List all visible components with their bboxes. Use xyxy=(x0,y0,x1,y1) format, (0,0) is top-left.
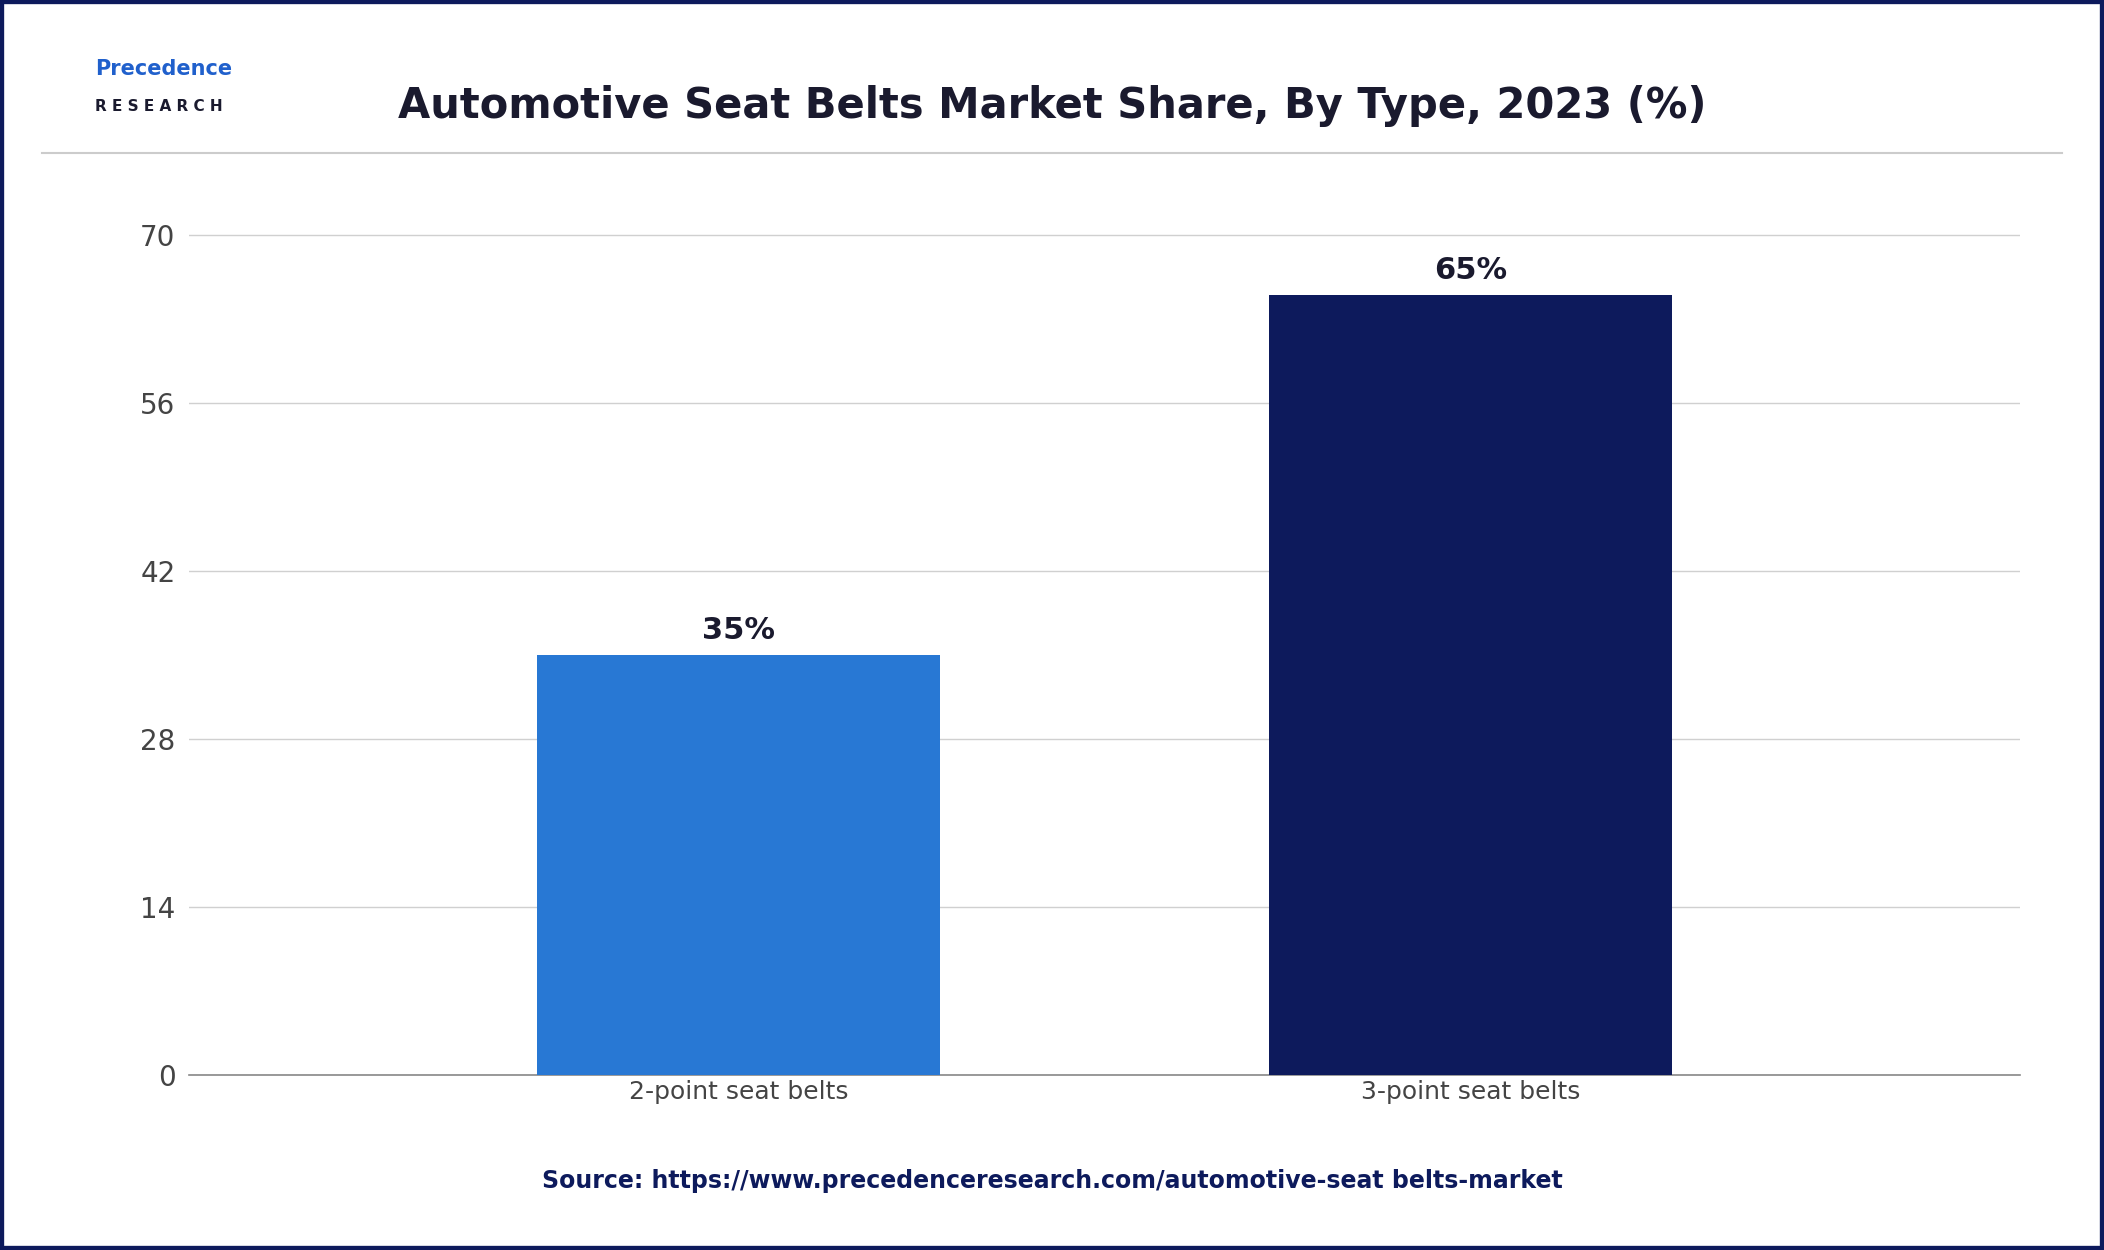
Bar xyxy=(1269,295,1673,1075)
Text: 65%: 65% xyxy=(1435,256,1506,285)
Bar xyxy=(537,655,940,1075)
Text: 35%: 35% xyxy=(703,616,774,645)
Text: Automotive Seat Belts Market Share, By Type, 2023 (%): Automotive Seat Belts Market Share, By T… xyxy=(398,85,1706,127)
Text: Source: https://www.precedenceresearch.com/automotive-seat belts-market: Source: https://www.precedenceresearch.c… xyxy=(541,1169,1563,1194)
Text: R E S E A R C H: R E S E A R C H xyxy=(95,99,223,114)
Text: Precedence: Precedence xyxy=(95,59,231,79)
